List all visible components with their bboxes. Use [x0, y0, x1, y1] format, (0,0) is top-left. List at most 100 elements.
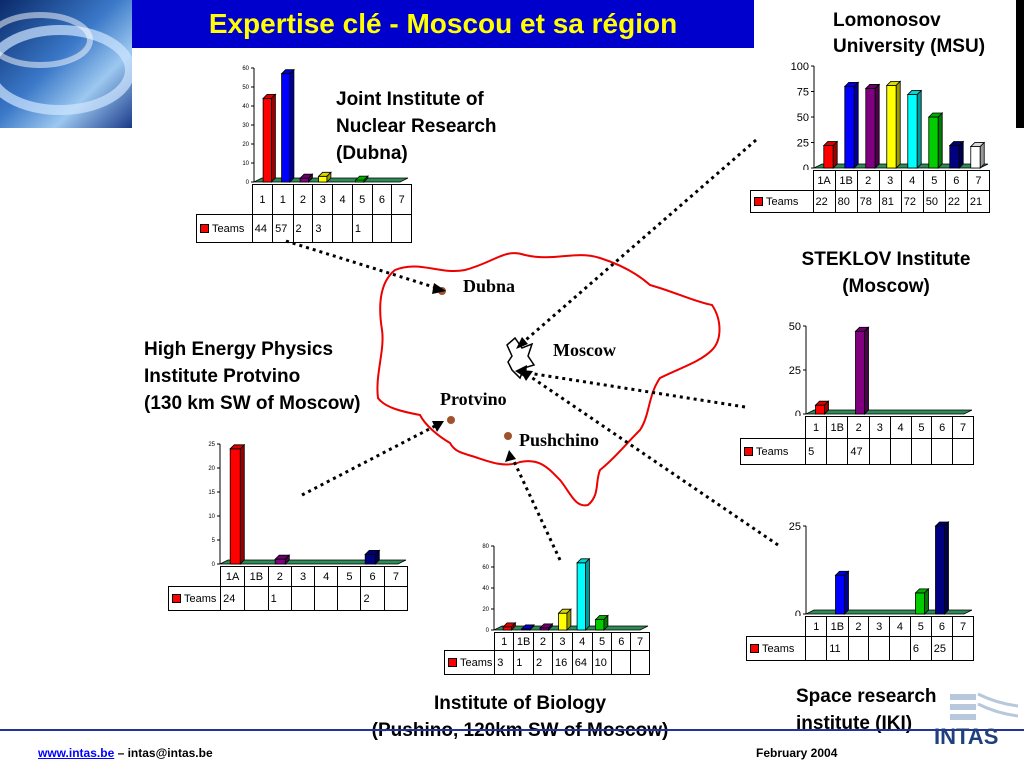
bar-front [318, 175, 328, 183]
table-category-cell: 4 [889, 416, 912, 439]
table-value-cell: 2 [532, 650, 553, 675]
table-category-cell: 7 [952, 616, 974, 637]
bar-front [576, 562, 586, 631]
label-jinr-line2: Nuclear Research [336, 116, 497, 137]
table-corner [747, 617, 806, 637]
bar-2 [299, 173, 314, 183]
table-value-cell [952, 438, 974, 465]
label-msu: Lomonosov University (MSU) [833, 8, 985, 60]
bar-6 [364, 549, 381, 565]
y-tick-label: 40 [482, 586, 489, 592]
bar-7 [969, 141, 986, 169]
bar-front [823, 145, 834, 169]
bar-4 [576, 557, 591, 631]
title-banner: Expertise clé - Moscou et sa région [132, 0, 754, 48]
table-category-cell: 3 [878, 170, 902, 191]
bar-side [566, 608, 572, 631]
table-row: Teams 11 6 25 [745, 636, 974, 661]
legend-swatch-icon [172, 594, 181, 604]
table-value-cell [314, 586, 339, 611]
bar-front [229, 448, 241, 565]
bar-5 [354, 175, 369, 183]
chart-plot-area: 0 25 50 75 100 [791, 61, 989, 170]
table-category-cell: 2 [532, 632, 553, 651]
y-tick-label: 0 [246, 180, 250, 184]
table-value-cell: 47 [847, 438, 870, 465]
table-category-cell: 4 [900, 170, 924, 191]
y-tick-label: 0 [212, 562, 216, 566]
y-tick-label: 25 [789, 365, 801, 377]
bar-side [308, 173, 313, 183]
series-name: Teams [766, 195, 799, 208]
bar-side [529, 623, 535, 631]
table-category-cell: 7 [391, 184, 412, 215]
series-name: Teams [460, 656, 493, 669]
label-ihep-line2: Institute Protvino [144, 366, 301, 387]
table-value-cell [371, 214, 393, 243]
arrow-msu-moscow [519, 138, 757, 347]
slide-frame-edge [1016, 0, 1024, 128]
table-value-cell: 1 [351, 214, 373, 243]
table-category-cell: 3 [312, 184, 334, 215]
table-corner [751, 171, 814, 191]
bar-front [299, 177, 309, 183]
chart-msu: 0 25 50 75 100 1A 1B 2 3 4 5 6 7 Teams 22 80 78 81 72 50 22 2… [750, 58, 991, 214]
table-value-cell: 3 [312, 214, 334, 243]
table-corner [169, 567, 221, 587]
city-label-pushchino: Pushchino [519, 430, 600, 450]
bar-front [558, 612, 568, 631]
series-name: Teams [212, 222, 245, 235]
y-tick-label: 40 [242, 104, 249, 110]
y-tick-label: 50 [242, 85, 249, 91]
label-biology-line1: Institute of Biology [433, 693, 607, 714]
bar-5 [914, 587, 930, 615]
chart-data-table: 1 1B 2 3 4 5 6 7 Teams 3 1 2 16 64 10 [443, 632, 650, 675]
label-msu-line2: University (MSU) [833, 36, 986, 57]
y-tick-label: 20 [208, 466, 215, 472]
legend-swatch-icon [200, 224, 209, 234]
table-category-cell: 6 [944, 170, 968, 191]
bar-front [970, 146, 981, 169]
bar-1B [520, 623, 535, 631]
bar-side [239, 443, 245, 565]
footer-website-link[interactable]: www.intas.be [38, 746, 115, 760]
table-category-cell: 1B [243, 566, 269, 587]
bar-side [832, 140, 838, 169]
bar-2 [274, 554, 291, 565]
bar-side [874, 83, 880, 169]
table-category-cell: 5 [922, 170, 946, 191]
arrow-jinr-dubna [285, 239, 441, 291]
y-tick-label: 80 [482, 544, 489, 550]
bar-1B [834, 570, 850, 615]
table-value-cell: 24 [220, 586, 245, 611]
series-name: Teams [756, 445, 789, 458]
table-category-cell: 1A [812, 170, 836, 191]
table-value-cell: 10 [591, 650, 613, 675]
pushchino-dot [504, 432, 512, 440]
table-value-cell [826, 438, 849, 465]
y-tick-label: 0 [795, 409, 801, 416]
y-tick-label: 25 [789, 521, 801, 533]
y-tick-label: 5 [212, 538, 216, 544]
city-label-moscow: Moscow [553, 340, 616, 360]
table-value-cell: 16 [551, 650, 573, 675]
y-tick-label: 10 [208, 514, 215, 520]
table-value-cell: 80 [834, 190, 858, 213]
table-category-cell: 4 [314, 566, 339, 587]
table-category-cell: 1B [826, 416, 849, 439]
table-value-cell: 81 [878, 190, 902, 213]
bar-front [274, 558, 286, 565]
table-value-cell [889, 438, 912, 465]
bar-3 [557, 608, 572, 631]
table-category-cell: 1 [272, 184, 294, 215]
series-legend-cell: Teams [167, 586, 222, 611]
bar-side [824, 400, 829, 415]
table-header-row: 1A 1B 2 3 4 5 6 7 [169, 566, 409, 587]
table-value-cell: 25 [930, 636, 954, 661]
arrow-biology-pushchino [510, 456, 562, 561]
protvino-dot [447, 416, 455, 424]
bar-side [864, 326, 869, 415]
city-label-dubna: Dubna [463, 276, 516, 296]
table-value-cell [383, 586, 409, 611]
chart-plot-area: 0 25 [789, 521, 973, 616]
